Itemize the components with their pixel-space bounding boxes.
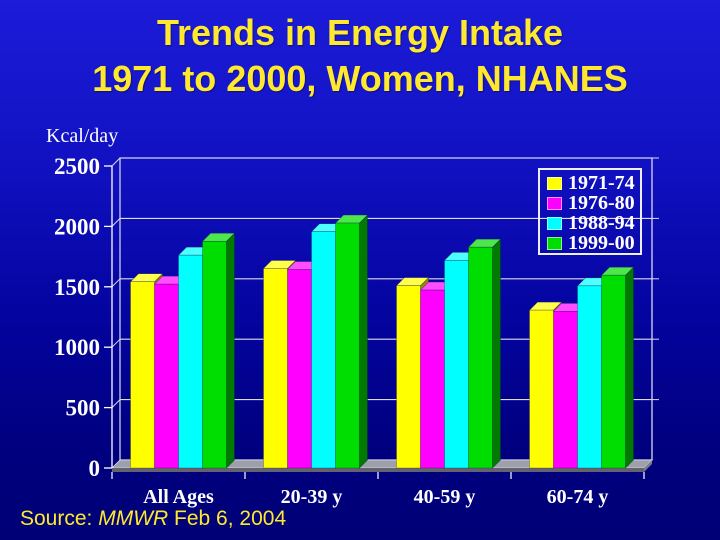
bar-1999-00-20-39-y-side xyxy=(359,214,368,469)
y-tick-label-2500: 2500 xyxy=(54,154,100,179)
chart-legend: 1971-74 1976-80 1988-94 1999-00 xyxy=(538,168,642,255)
slide-title-line1: Trends in Energy Intake xyxy=(156,12,564,53)
bar-1976-80-60-74-y xyxy=(553,311,578,469)
bar-1971-74-all-ages xyxy=(130,281,155,469)
legend-item-1976-80: 1976-80 xyxy=(547,193,640,213)
bar-1988-94-40-59-y xyxy=(444,260,469,469)
legend-label-1988-94: 1988-94 xyxy=(568,212,635,234)
legend-swatch-1988-94 xyxy=(547,216,562,230)
chart-floor-edge-right xyxy=(644,460,652,472)
x-category-label-20-39-y: 20-39 y xyxy=(281,486,343,508)
bar-1988-94-20-39-y xyxy=(311,231,336,469)
source-prefix: Source: xyxy=(20,507,99,530)
legend-item-1971-74: 1971-74 xyxy=(547,173,640,193)
bar-1999-00-all-ages xyxy=(202,240,227,469)
gridline-connector-1000 xyxy=(111,338,121,348)
bar-1999-00-60-74-y xyxy=(601,274,626,469)
gridline-connector-500 xyxy=(111,399,121,408)
bar-1999-00-all-ages-side xyxy=(226,232,235,469)
legend-swatch-1976-80 xyxy=(547,196,562,210)
source-journal: MMWR xyxy=(98,507,169,530)
bar-1999-00-20-39-y xyxy=(335,222,360,469)
y-tick-label-2000: 2000 xyxy=(54,214,100,239)
bar-1988-94-60-74-y xyxy=(577,285,602,469)
legend-label-1971-74: 1971-74 xyxy=(568,172,635,194)
bar-1988-94-all-ages xyxy=(178,254,203,469)
legend-swatch-1999-00 xyxy=(547,236,562,250)
legend-label-1976-80: 1976-80 xyxy=(568,192,635,214)
bar-1976-80-all-ages xyxy=(154,283,179,469)
x-category-label-all-ages: All Ages xyxy=(143,486,214,508)
bar-1976-80-40-59-y xyxy=(420,289,445,469)
legend-label-1999-00: 1999-00 xyxy=(568,232,635,254)
source-citation: Source: MMWR Feb 6, 2004 xyxy=(20,507,286,531)
slide-title: Trends in Energy Intake 1971 to 2000, Wo… xyxy=(0,10,720,102)
bar-1976-80-20-39-y xyxy=(287,269,312,469)
bar-1971-74-60-74-y xyxy=(529,309,554,469)
bar-1999-00-40-59-y-side xyxy=(492,238,501,469)
y-axis-title: Kcal/day xyxy=(46,125,118,147)
gridline-connector-2500 xyxy=(111,157,121,167)
legend-swatch-1971-74 xyxy=(547,176,562,190)
bar-1999-00-60-74-y-side xyxy=(625,266,634,469)
y-tick-label-1500: 1500 xyxy=(54,275,100,300)
slide-title-line2: 1971 to 2000, Women, NHANES xyxy=(92,58,628,99)
gridline-connector-2000 xyxy=(111,218,121,227)
y-tick-label-0: 0 xyxy=(89,456,101,481)
y-tick-label-1000: 1000 xyxy=(54,335,100,360)
legend-item-1988-94: 1988-94 xyxy=(547,213,640,233)
bar-1999-00-40-59-y xyxy=(468,246,493,469)
bar-1971-74-40-59-y xyxy=(396,285,421,469)
gridline-connector-1500 xyxy=(111,278,121,288)
x-category-label-60-74-y: 60-74 y xyxy=(547,486,609,508)
bar-1971-74-20-39-y xyxy=(263,268,288,469)
legend-item-1999-00: 1999-00 xyxy=(547,233,640,253)
x-category-label-40-59-y: 40-59 y xyxy=(414,486,476,508)
source-date: Feb 6, 2004 xyxy=(168,507,287,530)
y-tick-label-500: 500 xyxy=(66,396,101,421)
chart-floor-edge xyxy=(112,468,644,472)
